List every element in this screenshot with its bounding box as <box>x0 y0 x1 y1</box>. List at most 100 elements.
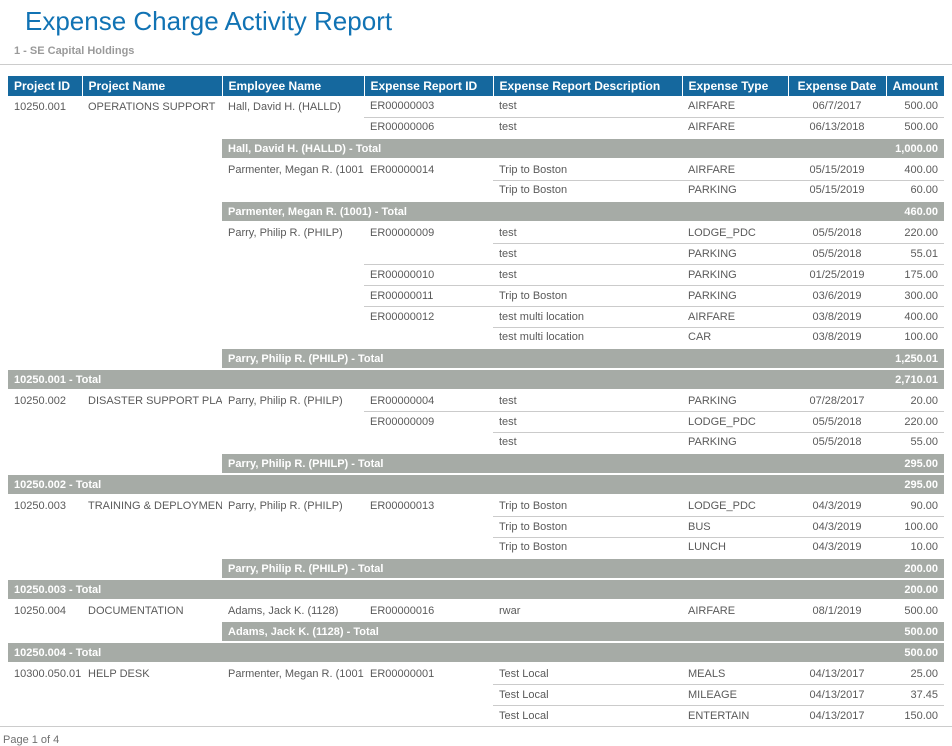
cell-amount: 100.00 <box>886 516 944 538</box>
cell-employee-name <box>222 285 364 306</box>
cell-employee-name <box>222 537 364 558</box>
cell-expense-type: CAR <box>688 331 712 344</box>
cell-employee-name: Adams, Jack K. (1128) <box>228 604 339 617</box>
cell-expense-report-description: Test Local <box>499 709 549 722</box>
cell-expense-report-id: ER00000010 <box>364 264 493 286</box>
cell-amount: 25.00 <box>886 663 944 685</box>
cell-empty <box>82 138 222 159</box>
cell-project-id <box>8 306 82 327</box>
cell-expense-report-description: test <box>493 222 682 244</box>
cell-expense-report-description: test <box>493 243 682 265</box>
cell-employee-name <box>222 306 364 327</box>
cell-expense-type: PARKING <box>682 264 788 286</box>
table-row: Trip to Boston LUNCH 04/3/2019 10.00 <box>8 537 944 558</box>
table-row: test PARKING 05/5/2018 55.01 <box>8 243 944 265</box>
cell-expense-type: LUNCH <box>688 541 726 554</box>
cell-expense-report-description: Test Local <box>493 684 682 706</box>
cell-project-id <box>8 432 82 453</box>
cell-employee-name <box>222 705 364 726</box>
cell-empty <box>82 621 222 642</box>
cell-expense-report-id: ER00000016 <box>370 604 435 617</box>
report-subtitle: 1 - SE Capital Holdings <box>14 45 135 57</box>
project-total-row: 10250.004 - Total 500.00 <box>8 641 944 664</box>
cell-project-id: 10300.050.01 <box>14 668 82 680</box>
cell-expense-report-description: test <box>493 390 682 412</box>
cell-project-name <box>82 264 222 285</box>
project-total-row: 10250.002 - Total 295.00 <box>8 473 944 496</box>
col-header-expense-report-description: Expense Report Description <box>492 76 682 96</box>
col-header-expense-date: Expense Date <box>787 76 886 96</box>
table-row: Test Local ENTERTAIN 04/13/2017 150.00 <box>8 705 944 726</box>
cell-amount: 400.00 <box>886 159 944 181</box>
cell-amount: 37.45 <box>886 684 944 706</box>
cell-employee-name <box>222 327 364 348</box>
cell-expense-report-description: test <box>499 436 517 449</box>
project-total-row: 10250.003 - Total 200.00 <box>8 578 944 601</box>
table-row: ER00000009 test LODGE_PDC 05/5/2018 220.00 <box>8 411 944 433</box>
cell-expense-report-description: rwar <box>499 604 521 617</box>
cell-amount: 150.00 <box>904 709 938 722</box>
project-total-label: 10250.004 - Total <box>8 641 886 664</box>
cell-expense-report-description: Trip to Boston <box>493 159 682 181</box>
cell-project-id <box>8 705 82 726</box>
cell-employee-name <box>222 117 364 138</box>
table-bottom-divider <box>0 726 952 727</box>
project-total-row: 10250.001 - Total 2,710.01 <box>8 368 944 391</box>
cell-expense-type: PARKING <box>688 184 737 197</box>
table-row: Test Local MILEAGE 04/13/2017 37.45 <box>8 684 944 706</box>
cell-expense-date: 03/8/2019 <box>812 331 862 344</box>
cell-expense-report-description: test <box>493 411 682 433</box>
cell-expense-report-description: Trip to Boston <box>493 516 682 538</box>
employee-total-amount: 1,000.00 <box>886 137 944 160</box>
col-header-project-name: Project Name <box>81 76 222 96</box>
cell-employee-name <box>222 411 364 432</box>
cell-project-id <box>8 264 82 285</box>
cell-project-name: DISASTER SUPPORT PLAN <box>88 395 222 407</box>
cell-employee-name <box>222 180 364 201</box>
cell-project-id <box>8 537 82 558</box>
cell-expense-date: 05/15/2019 <box>809 184 865 197</box>
employee-total-label: Hall, David H. (HALLD) - Total <box>222 137 886 160</box>
cell-expense-date: 04/13/2017 <box>809 709 865 722</box>
cell-expense-date: 05/5/2018 <box>812 436 862 449</box>
cell-expense-report-description: test <box>493 264 682 286</box>
cell-expense-type: PARKING <box>682 243 788 265</box>
cell-expense-date: 01/25/2019 <box>788 264 886 286</box>
cell-empty <box>82 453 222 474</box>
cell-project-id: 10250.002 <box>14 395 66 407</box>
cell-amount: 220.00 <box>886 411 944 433</box>
table-row: ER00000006 test AIRFARE 06/13/2018 500.00 <box>8 117 944 138</box>
cell-empty <box>82 558 222 579</box>
cell-project-id <box>8 243 82 264</box>
cell-project-id <box>8 117 82 138</box>
cell-project-name <box>82 705 222 726</box>
table-header-row: Project ID Project Name Employee Name Ex… <box>8 76 944 96</box>
cell-empty <box>8 558 82 579</box>
cell-expense-date: 04/3/2019 <box>788 516 886 538</box>
cell-expense-type: AIRFARE <box>682 306 788 328</box>
cell-expense-report-description: Trip to Boston <box>499 184 568 197</box>
cell-expense-date: 04/13/2017 <box>788 663 886 685</box>
cell-employee-name <box>222 684 364 705</box>
cell-project-name <box>82 684 222 705</box>
table-row: Parmenter, Megan R. (1001) ER00000014 Trip… <box>8 159 944 181</box>
cell-project-name: DOCUMENTATION <box>88 605 184 617</box>
cell-empty <box>8 201 82 222</box>
col-header-amount: Amount <box>885 76 944 96</box>
cell-expense-report-id: ER00000004 <box>364 390 493 412</box>
cell-project-id <box>8 222 82 243</box>
employee-total-amount: 200.00 <box>886 557 944 580</box>
cell-amount: 400.00 <box>886 306 944 328</box>
employee-total-row: Parry, Philip R. (PHILP) - Total 200.00 <box>8 557 944 580</box>
employee-total-row: Parry, Philip R. (PHILP) - Total 1,250.01 <box>8 347 944 370</box>
table-row: Trip to Boston PARKING 05/15/2019 60.00 <box>8 180 944 201</box>
cell-project-name <box>82 306 222 327</box>
report-table-body: 10250.001 OPERATIONS SUPPORT Hall, David H… <box>8 96 944 726</box>
cell-project-id: 10250.004 <box>14 605 66 617</box>
cell-expense-date: 06/7/2017 <box>788 96 886 118</box>
cell-amount: 90.00 <box>886 495 944 517</box>
cell-expense-report-description: test <box>493 96 682 118</box>
cell-expense-date: 05/15/2019 <box>788 159 886 181</box>
employee-total-amount: 295.00 <box>886 452 944 475</box>
table-row: Parry, Philip R. (PHILP) ER00000009 test LO… <box>8 222 944 244</box>
